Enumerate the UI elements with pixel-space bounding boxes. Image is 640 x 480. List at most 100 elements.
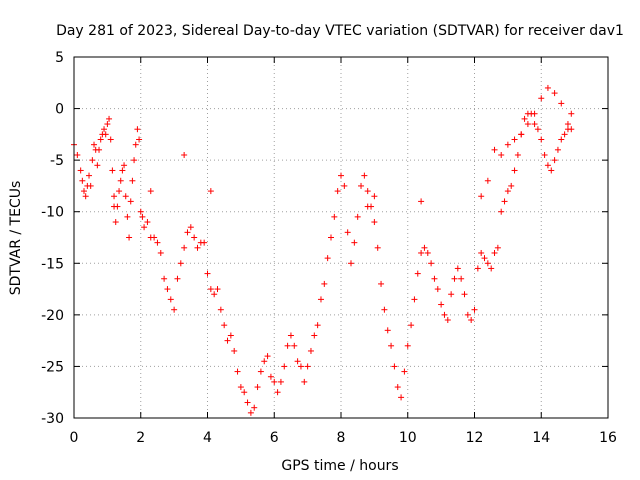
- data-point: [498, 208, 505, 215]
- data-point: [424, 249, 431, 256]
- data-point: [102, 131, 109, 138]
- data-point: [341, 182, 348, 189]
- y-axis-label: SDTVAR / TECUs: [8, 181, 24, 296]
- data-point: [141, 224, 148, 231]
- data-point: [132, 141, 139, 148]
- data-point: [441, 311, 448, 318]
- data-point: [484, 177, 491, 184]
- data-point: [444, 317, 451, 324]
- x-axis-label: GPS time / hours: [281, 458, 398, 474]
- data-point: [568, 126, 575, 133]
- data-point: [384, 327, 391, 334]
- data-point: [82, 193, 89, 200]
- tick-layer: 0 2 4 6 8 10 12 14 16 -30 -25 -20 -15 -10 -5 0 5: [41, 50, 617, 446]
- data-point: [187, 224, 194, 231]
- data-point: [134, 126, 141, 133]
- data-point: [431, 275, 438, 282]
- data-point: [381, 306, 388, 313]
- data-point: [96, 146, 103, 153]
- data-point: [504, 188, 511, 195]
- data-point: [314, 322, 321, 329]
- data-point: [371, 193, 378, 200]
- data-point: [554, 146, 561, 153]
- data-point: [544, 84, 551, 91]
- data-point: [521, 115, 528, 122]
- x-tick-label: 4: [203, 430, 212, 446]
- data-point: [124, 213, 131, 220]
- data-point: [468, 317, 475, 324]
- data-point: [217, 306, 224, 313]
- data-point: [121, 162, 128, 169]
- data-point: [538, 136, 545, 143]
- data-point: [491, 146, 498, 153]
- data-point: [484, 260, 491, 267]
- data-point: [111, 193, 118, 200]
- data-point: [514, 151, 521, 158]
- data-point: [311, 332, 318, 339]
- data-point: [144, 219, 151, 226]
- data-point: [488, 265, 495, 272]
- data-point: [191, 234, 198, 241]
- data-point: [117, 177, 124, 184]
- data-point: [264, 353, 271, 360]
- data-point: [474, 265, 481, 272]
- data-point: [364, 203, 371, 210]
- data-point: [348, 260, 355, 267]
- data-point: [257, 368, 264, 375]
- data-point: [334, 188, 341, 195]
- data-point: [404, 342, 411, 349]
- data-point: [207, 286, 214, 293]
- data-point: [86, 172, 93, 179]
- data-point: [391, 363, 398, 370]
- data-point: [274, 389, 281, 396]
- x-tick-label: 10: [399, 430, 417, 446]
- data-point: [531, 110, 538, 117]
- data-point: [234, 368, 241, 375]
- data-point: [451, 275, 458, 282]
- data-point: [171, 306, 178, 313]
- data-point: [174, 275, 181, 282]
- data-point: [139, 213, 146, 220]
- x-tick-label: 16: [599, 430, 617, 446]
- data-point: [214, 286, 221, 293]
- data-point: [558, 136, 565, 143]
- data-point: [112, 219, 119, 226]
- data-point: [261, 358, 268, 365]
- data-point: [221, 322, 228, 329]
- data-point: [207, 188, 214, 195]
- data-point: [126, 234, 133, 241]
- data-point: [568, 110, 575, 117]
- data-point: [127, 198, 134, 205]
- data-point: [211, 291, 218, 298]
- data-point: [277, 378, 284, 385]
- data-point: [551, 90, 558, 97]
- data-point: [109, 167, 116, 174]
- data-point: [361, 172, 368, 179]
- data-point: [398, 394, 405, 401]
- data-point: [524, 121, 531, 128]
- data-point: [122, 193, 129, 200]
- data-point: [154, 239, 161, 246]
- data-point: [511, 167, 518, 174]
- data-point: [461, 291, 468, 298]
- data-point: [518, 131, 525, 138]
- y-tick-label: -20: [41, 308, 64, 324]
- data-point: [231, 347, 238, 354]
- data-point: [478, 193, 485, 200]
- data-point: [194, 244, 201, 251]
- data-point: [254, 384, 261, 391]
- data-point: [111, 203, 118, 210]
- data-points-layer: [71, 84, 575, 416]
- data-point: [87, 182, 94, 189]
- data-point: [374, 244, 381, 251]
- data-point: [558, 100, 565, 107]
- data-point: [244, 399, 251, 406]
- data-point: [464, 311, 471, 318]
- data-point: [544, 162, 551, 169]
- data-point: [81, 188, 88, 195]
- data-point: [534, 126, 541, 133]
- y-tick-label: -15: [41, 256, 64, 272]
- data-point: [561, 131, 568, 138]
